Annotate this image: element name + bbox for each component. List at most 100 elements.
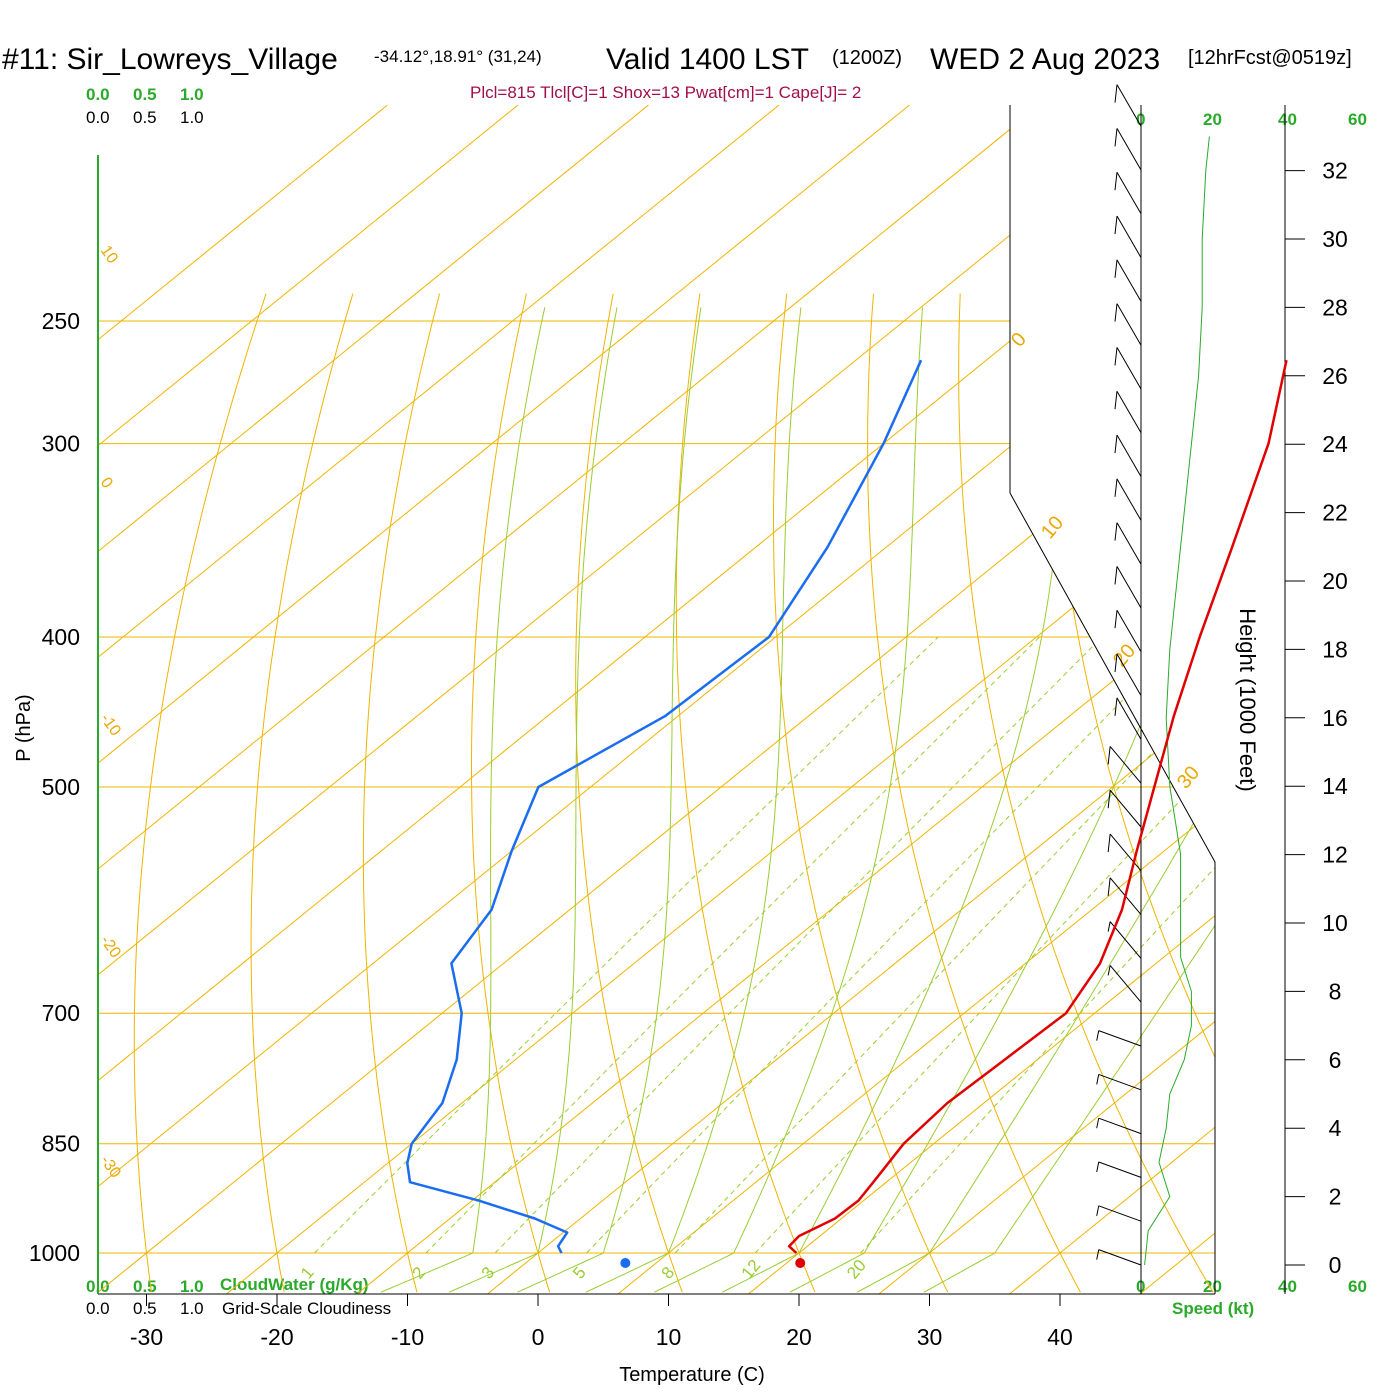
pressure-tick-label: 250 <box>42 308 80 334</box>
temperature-tick-label: -20 <box>260 1324 293 1350</box>
utc-time: (1200Z) <box>832 47 902 69</box>
height-tick-label: 30 <box>1322 226 1348 252</box>
wind-barb-staff <box>1098 1030 1142 1047</box>
wind-barb-flag <box>1107 833 1111 853</box>
wind-speed-line <box>1144 136 1210 1266</box>
wind-barb-staff <box>1098 1161 1142 1178</box>
dry-adiabat-line <box>958 293 1214 1293</box>
wind-barb-flag <box>1096 1030 1100 1041</box>
temperature-tick-label: 0 <box>532 1324 545 1350</box>
isotherm-line <box>1009 105 1215 1294</box>
dry-adiabat-line <box>250 293 354 1293</box>
mixing-ratio-line <box>314 636 939 1254</box>
scale-tick: 0.0 <box>86 1299 110 1318</box>
wind-barb-staff <box>1116 478 1142 521</box>
isotherm-label: 10 <box>1037 512 1068 543</box>
scale-tick: 0.5 <box>133 108 157 127</box>
pressure-tick-label: 850 <box>42 1131 80 1157</box>
station-title: #11: Sir_Lowreys_Village <box>2 43 338 76</box>
isotherm-line <box>98 105 388 1294</box>
moist-adiabat-line <box>722 307 1073 1293</box>
speed-tick: 20 <box>1203 110 1222 129</box>
isotherm-line <box>748 105 1215 1294</box>
isotherm-line <box>617 105 1215 1294</box>
wind-barb-staff <box>1116 171 1142 215</box>
wind-panel <box>1096 84 1210 1294</box>
wind-barb-flag <box>1107 746 1111 765</box>
scale-tick: 0.0 <box>86 85 110 104</box>
surface-temperature-dot <box>795 1258 806 1268</box>
height-tick-label: 20 <box>1322 568 1348 594</box>
wind-barb-staff <box>1116 522 1142 565</box>
cloudwater-scale-bottom: 0.0 0.5 1.0 CloudWater (g/Kg) 0.0 0.5 1.… <box>86 1275 391 1318</box>
scale-tick: 1.0 <box>180 108 204 127</box>
scale-tick: 0.5 <box>133 1277 157 1296</box>
isotherm-label: -10 <box>97 711 124 740</box>
wind-barb-staff <box>1109 789 1142 828</box>
wind-barb-flag <box>1114 84 1118 103</box>
scale-tick: 0.5 <box>133 85 157 104</box>
dry-adiabat-line <box>575 293 683 1293</box>
y-axis-title: P (hPa) <box>13 694 35 761</box>
wind-barb-staff <box>1109 965 1142 1003</box>
isotherm-line <box>98 105 1215 1294</box>
background-lines <box>98 105 1400 1294</box>
wind-barb-flag <box>1107 877 1111 896</box>
wind-barb-staff <box>1116 434 1142 477</box>
dry-adiabat-line <box>1394 294 1400 1293</box>
wind-barb-staff <box>1116 347 1142 390</box>
wind-barb-staff <box>1098 1205 1142 1222</box>
height-tick-label: 24 <box>1322 431 1348 457</box>
wind-barb-staff <box>1116 390 1142 434</box>
mixing-ratio-line <box>494 636 1103 1254</box>
wind-barb-flag <box>1114 128 1118 147</box>
moist-adiabat-line <box>448 307 618 1293</box>
speed-tick: 40 <box>1278 1277 1297 1296</box>
temperature-tick-label: 20 <box>786 1324 812 1350</box>
wind-barb-staff <box>1116 259 1142 302</box>
mixing-ratio-line <box>674 636 1215 1254</box>
wind-barb-flag <box>1114 522 1118 541</box>
isotherm-line <box>98 105 649 1294</box>
wind-barb-flag <box>1114 391 1118 410</box>
height-tick-label: 28 <box>1322 294 1348 320</box>
wind-barb-flag <box>1107 790 1111 809</box>
isotherm-label: 30 <box>1173 762 1204 793</box>
isotherm-line <box>356 105 1215 1294</box>
station-coords: -34.12°,18.91° (31,24) <box>374 47 542 66</box>
wind-barb-staff <box>1098 1073 1142 1091</box>
dry-adiabat-line <box>773 293 949 1293</box>
wind-barb-staff <box>1109 833 1142 872</box>
mixing-ratio-label: 5 <box>569 1263 590 1282</box>
isotherm-line <box>98 105 1171 1294</box>
wind-barb-flag <box>1107 965 1111 976</box>
wind-barb-flag <box>1114 303 1118 322</box>
x-axis-title: Temperature (C) <box>619 1364 765 1386</box>
wind-barb-staff <box>1116 609 1142 653</box>
dewpoint-profile <box>406 359 923 1254</box>
dry-adiabat-line <box>1307 294 1400 1293</box>
wind-barb-flag <box>1114 259 1118 278</box>
height-tick-label: 10 <box>1322 910 1348 936</box>
moist-adiabat-line <box>585 307 802 1293</box>
wind-barb-flag <box>1114 478 1118 497</box>
wind-barb-staff <box>1116 215 1142 258</box>
pressure-tick-label: 300 <box>42 431 80 457</box>
wind-barb-flag <box>1114 172 1118 191</box>
height-tick-label: 32 <box>1322 158 1348 184</box>
speed-tick: 40 <box>1278 110 1297 129</box>
wind-barb-staff <box>1098 1249 1142 1266</box>
cloudwater-label: CloudWater (g/Kg) <box>220 1275 369 1294</box>
wind-barb-staff <box>1109 746 1142 784</box>
valid-time: Valid 1400 LST <box>606 43 809 76</box>
moist-adiabat-line <box>654 307 923 1293</box>
speed-tick: 60 <box>1348 110 1367 129</box>
dry-adiabat-line <box>1133 293 1215 1293</box>
scale-tick: 0.0 <box>86 108 110 127</box>
height-tick-label: 0 <box>1329 1252 1342 1278</box>
sounding-profiles <box>406 359 1288 1268</box>
mixing-ratio-label: 3 <box>478 1263 499 1282</box>
wind-barb-staff <box>1116 697 1142 740</box>
isotherm-label: 0 <box>1007 329 1031 352</box>
